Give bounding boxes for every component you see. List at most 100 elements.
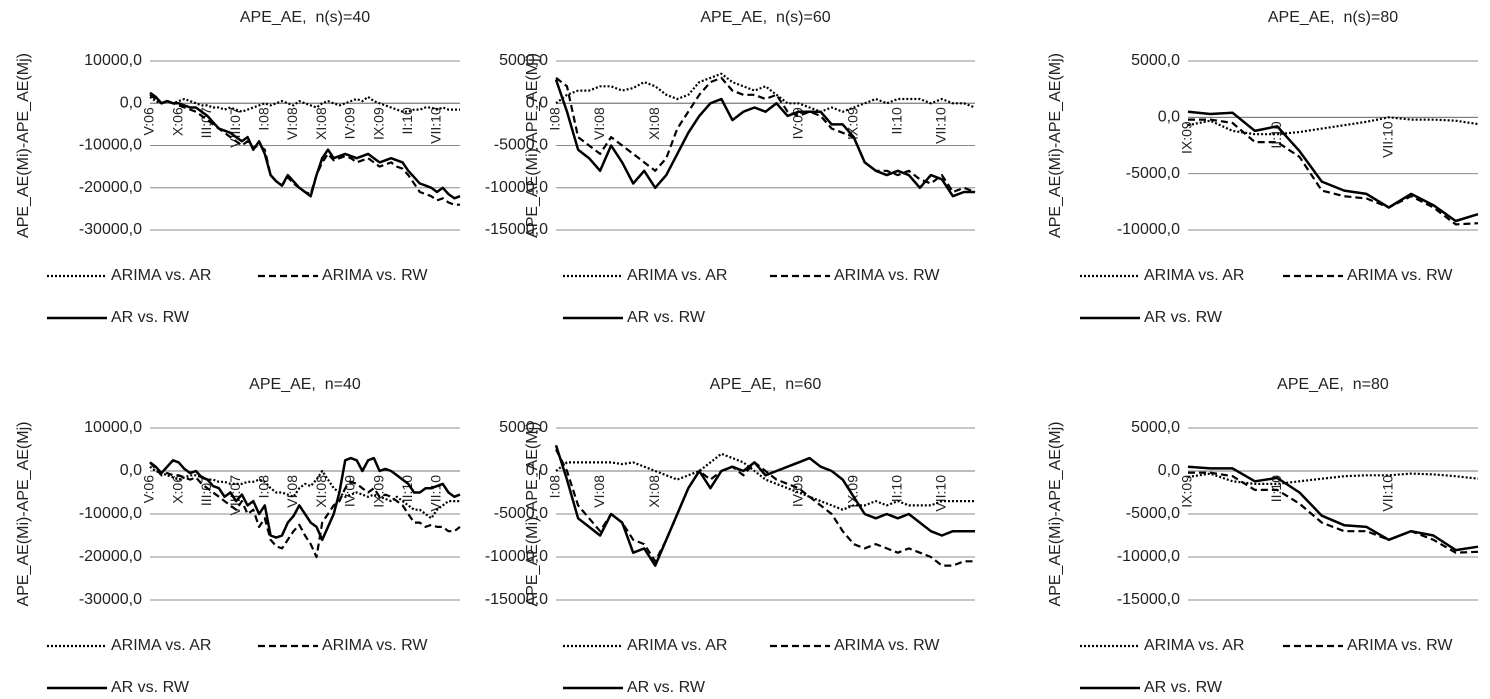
y-axis-label: APE_AE(Mi)-APE_AE(Mj)	[1047, 53, 1064, 238]
y-tick-label: 0,0	[120, 462, 142, 479]
y-tick-label: -10000,0	[1117, 221, 1180, 238]
series-line	[149, 461, 461, 559]
series-line	[149, 95, 460, 113]
legend-label: ARIMA vs. AR	[627, 637, 727, 654]
x-tick-label: I:08	[547, 475, 563, 499]
y-tick-label: 0,0	[120, 94, 142, 111]
chart: APE_AE, n(s)=80 APE_AE(Mi)-APE_AE(Mj) -100…	[1047, 9, 1479, 326]
x-tick-label: X:06	[169, 107, 185, 136]
x-tick-label: VI:08	[591, 107, 607, 140]
chart: APE_AE, n(s)=40 APE_AE(Mi)-APE_AE(Mj) -300…	[15, 9, 461, 326]
y-tick-label: -10000,0	[1117, 548, 1180, 565]
legend-label: ARIMA vs. AR	[1144, 267, 1244, 284]
y-tick-label: -30000,0	[79, 591, 142, 608]
chart: APE_AE, n=60 APE_AE(Mi)-APE_AE(Mj)-15000,…	[485, 376, 975, 696]
series-line	[555, 452, 975, 511]
legend-label: AR vs. RW	[1144, 309, 1223, 326]
y-tick-label: 10000,0	[84, 419, 142, 436]
y-axis-label: APE_AE(Mi)-APE_AE(Mj)	[524, 422, 541, 607]
chart: APE_AE, n=40 APE_AE(Mi)-APE_AE(Mj) -30000,…	[15, 376, 461, 696]
x-tick-label: I:08	[547, 107, 563, 131]
x-tick-label: VII:10	[1379, 475, 1395, 512]
chart: APE_AE, n(s)=60 APE_AE(Mi)-APE_AE(Mj)-150…	[485, 9, 976, 326]
y-tick-label: 0,0	[526, 462, 548, 479]
chart-title: APE_AE, n=60	[710, 376, 822, 393]
y-tick-label: 5000,0	[1131, 419, 1180, 436]
x-tick-label: VII:10	[428, 475, 444, 512]
x-tick-label: V:06	[141, 107, 157, 135]
x-tick-label: II:10	[399, 107, 415, 134]
y-axis-label: APE_AE(Mi)-APE_AE(Mj)	[15, 53, 32, 238]
x-tick-label: I:08	[256, 475, 272, 499]
x-tick-label: VII:10	[933, 475, 949, 512]
y-tick-label: -15000,0	[485, 221, 548, 238]
series-line	[555, 448, 975, 567]
chart-title: APE_AE, n=40	[249, 376, 361, 393]
y-tick-label: -10000,0	[485, 179, 548, 196]
series-line	[554, 79, 975, 198]
x-tick-label: I:08	[256, 107, 272, 131]
x-tick-label: VI:08	[284, 475, 300, 508]
y-tick-label: -15000,0	[1117, 591, 1180, 608]
series-line	[1187, 465, 1479, 552]
x-tick-label: IX:09	[370, 475, 386, 508]
y-tick-label: -10000,0	[79, 137, 142, 154]
legend-label: ARIMA vs. AR	[1144, 637, 1244, 654]
legend-label: ARIMA vs. RW	[834, 267, 940, 284]
y-tick-label: -5000,0	[1126, 165, 1180, 182]
series-line	[1187, 116, 1479, 136]
legend-label: ARIMA vs. RW	[1347, 637, 1453, 654]
x-tick-label: XI:08	[646, 107, 662, 140]
legend-label: AR vs. RW	[111, 309, 190, 326]
legend-label: ARIMA vs. RW	[834, 637, 940, 654]
y-axis-label: APE_AE(Mi)-APE_AE(Mj)	[15, 422, 32, 607]
series-line	[1188, 118, 1479, 226]
y-tick-label: 5000,0	[499, 52, 548, 69]
y-tick-label: -20000,0	[79, 548, 142, 565]
y-axis-label: APE_AE(Mi)-APE_AE(Mj)	[524, 53, 541, 238]
legend-label: AR vs. RW	[111, 679, 190, 696]
series-line	[149, 465, 460, 520]
legend-label: AR vs. RW	[627, 309, 706, 326]
y-tick-label: -5000,0	[494, 505, 548, 522]
y-tick-label: 0,0	[1158, 109, 1180, 126]
series-line	[149, 456, 461, 542]
y-tick-label: -5000,0	[1126, 505, 1180, 522]
y-tick-label: -20000,0	[79, 179, 142, 196]
x-tick-label: VII:10	[1379, 121, 1395, 158]
legend-label: ARIMA vs. AR	[111, 267, 211, 284]
x-tick-label: II:10	[889, 475, 905, 502]
series-line	[1187, 472, 1479, 485]
series-line	[1187, 110, 1479, 223]
x-tick-label: IX:09	[370, 107, 386, 140]
y-tick-label: -10000,0	[79, 505, 142, 522]
x-tick-label: IV:09	[342, 107, 358, 139]
x-tick-label: X:06	[169, 475, 185, 504]
chart: APE_AE, n=80 APE_AE(Mi)-APE_AE(Mj) -15000,…	[1047, 376, 1479, 696]
legend-label: ARIMA vs. AR	[627, 267, 727, 284]
series-line	[1188, 471, 1479, 554]
y-axis-label: APE_AE(Mi)-APE_AE(Mj)	[1047, 422, 1064, 607]
x-tick-label: VI:08	[284, 107, 300, 140]
y-tick-label: -5000,0	[494, 137, 548, 154]
series-line	[555, 76, 976, 194]
chart-title: APE_AE, n(s)=60	[700, 9, 830, 26]
series-line	[555, 72, 976, 113]
legend-label: ARIMA vs. RW	[322, 267, 428, 284]
x-tick-label: VII:10	[933, 107, 949, 144]
y-tick-label: 10000,0	[84, 52, 142, 69]
x-tick-label: XI:08	[646, 475, 662, 508]
x-tick-label: II:10	[889, 107, 905, 134]
x-tick-label: IX:09	[1179, 475, 1195, 508]
chart-title: APE_AE, n(s)=40	[240, 9, 370, 26]
chart-title: APE_AE, n=80	[1277, 376, 1389, 393]
y-tick-label: 0,0	[526, 94, 548, 111]
x-tick-label: IV:09	[789, 107, 805, 139]
legend-label: ARIMA vs. RW	[1347, 267, 1453, 284]
series-line	[554, 444, 975, 567]
legend-label: ARIMA vs. AR	[111, 637, 211, 654]
x-tick-label: V:06	[141, 475, 157, 503]
x-tick-label: XI:08	[313, 475, 329, 508]
x-tick-label: VII:10	[428, 107, 444, 144]
